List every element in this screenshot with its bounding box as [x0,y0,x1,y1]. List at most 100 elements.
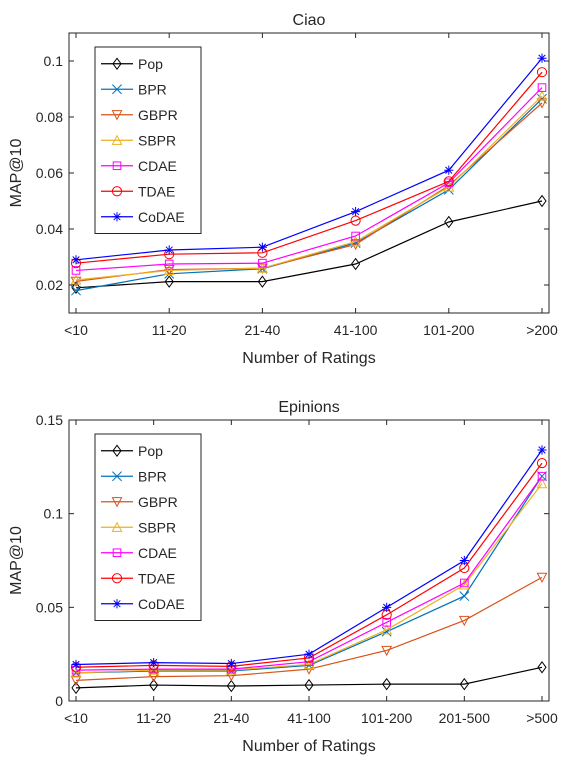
x-tick-label: 41-100 [287,710,331,726]
legend-entry-bpr: BPR [101,81,167,97]
legend-label: TDAE [138,183,175,199]
data-point [304,649,314,659]
series-line [75,576,543,681]
data-point [351,231,360,241]
data-point [444,165,454,175]
y-tick-label: 0 [55,693,63,709]
legend-entry-sbpr: SBPR [101,519,176,535]
chart-panel-0: Ciao <10 11-20 21-40 41-100 101-200 >200 0.02 0.… [8,12,558,367]
chart-panel-1: Epinions <10 11-20 21-40 41-100 101-200 201-50… [8,399,558,755]
data-point [226,658,236,669]
series-line [75,200,543,289]
y-tick-label: 0.15 [36,412,63,428]
data-point [459,555,469,566]
x-tick-label: 21-40 [244,322,280,338]
legend-entry-tdae: TDAE [101,570,175,586]
data-point [444,215,454,229]
data-point [304,678,314,692]
data-point [164,245,174,255]
x-tick-label: <10 [64,710,88,726]
data-point [351,207,361,217]
data-point [382,602,392,612]
data-point [536,478,548,489]
legend-entry-gbpr: GBPR [101,107,178,123]
data-point [303,658,315,670]
series-line [75,71,543,264]
x-tick-label: 101-200 [361,710,413,726]
x-tick-label: 21-40 [213,710,249,726]
data-point [537,83,547,92]
legend-marker [112,471,122,482]
data-point [382,618,391,627]
series-pop [71,661,547,695]
data-point [226,679,236,693]
legend-entry-pop: Pop [101,56,163,72]
y-tick-label: 0.04 [36,221,63,237]
chart-title: Ciao [293,12,326,29]
data-point [459,677,469,691]
data-point [258,258,267,268]
data-point [257,242,267,252]
x-axis-label: Number of Ratings [242,738,375,755]
legend-marker [111,134,123,145]
legend-marker [111,497,123,508]
data-point [71,281,81,295]
data-point [458,615,470,627]
series-line [75,87,543,272]
series-line [75,475,543,671]
data-point [537,661,547,674]
series-line [75,57,543,261]
legend-entry-sbpr: SBPR [101,132,176,148]
x-tick-label: >200 [526,322,558,338]
data-point [71,681,81,695]
y-axis-label: MAP@10 [8,139,25,208]
data-point [225,671,237,682]
legend-entry-codae: CoDAE [101,596,185,612]
legend-marker [111,110,123,121]
y-axis-label: MAP@10 [8,526,25,595]
data-point [70,276,82,288]
legend-label: SBPR [138,519,176,535]
data-point [163,264,175,276]
legend-entry-cdae: CDAE [101,158,177,174]
x-tick-label: >500 [526,710,558,726]
data-point [149,657,159,668]
data-point [537,194,547,208]
legend-label: SBPR [138,132,176,148]
data-point [381,624,393,635]
y-tick-label: 0.06 [36,165,63,181]
data-point [257,275,268,288]
data-point [350,235,362,247]
series-line [75,95,543,281]
data-point [381,645,393,657]
y-tick-label: 0.08 [36,109,63,125]
data-point [70,667,82,678]
data-point [536,572,548,584]
legend-entry-pop: Pop [101,443,163,459]
data-point [537,445,547,455]
data-point [164,275,174,288]
data-point [443,176,454,187]
x-tick-label: 11-20 [136,710,171,726]
series-cdae [71,83,547,275]
data-point [536,98,548,109]
legend-label: BPR [138,468,167,484]
y-tick-label: 0.05 [36,599,63,615]
legend-entry-bpr: BPR [101,468,167,484]
x-tick-label: 101-200 [423,322,475,338]
legend-marker [111,573,123,584]
data-point [225,664,237,675]
series-gbpr [70,572,548,687]
legend-label: Pop [138,443,163,459]
legend-marker [112,548,122,558]
data-point [537,53,547,63]
legend-label: TDAE [138,570,175,586]
chart-title: Epinions [278,399,339,416]
legend-marker [111,521,123,532]
x-axis-label: Number of Ratings [242,350,375,367]
data-point [71,266,81,275]
legend-label: CDAE [138,158,177,174]
data-point [70,274,82,285]
legend-label: BPR [138,81,167,97]
data-point [382,677,392,691]
